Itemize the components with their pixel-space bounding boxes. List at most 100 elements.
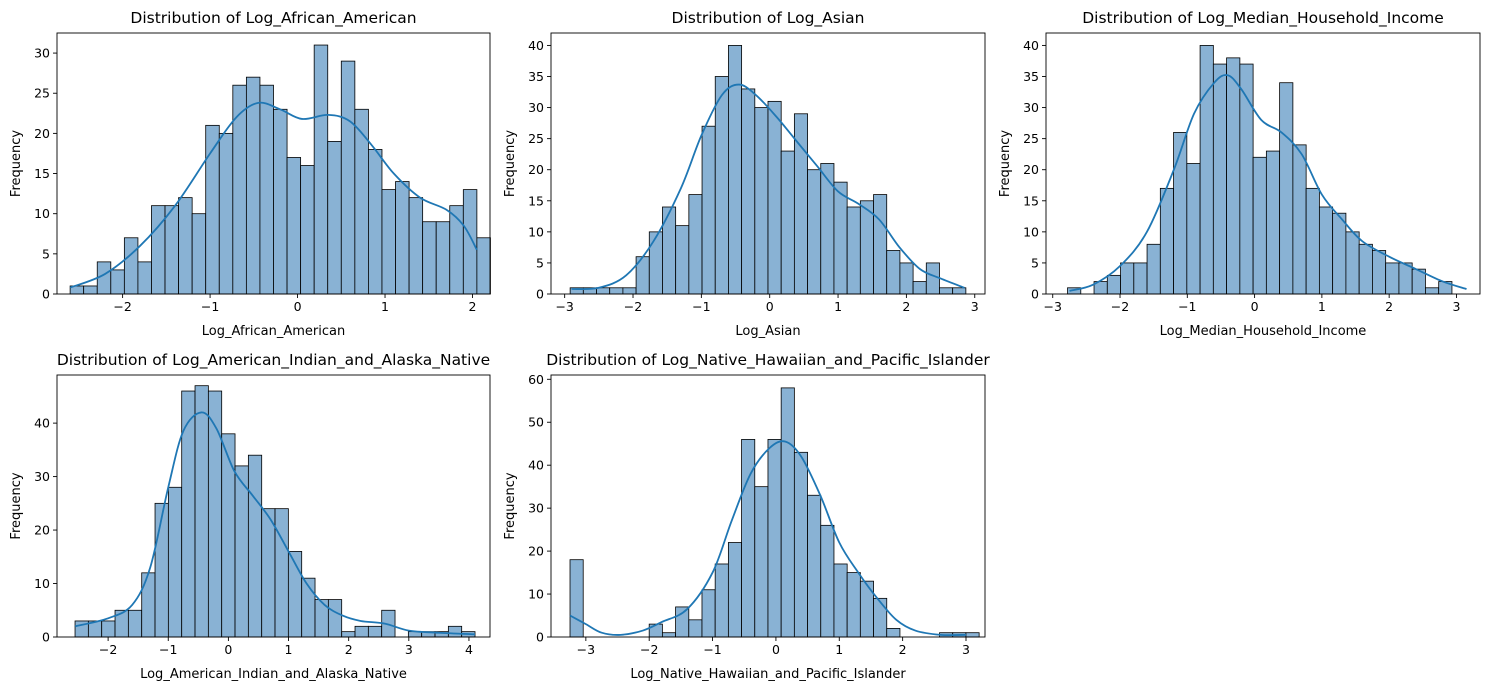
chart-title: Distribution of Log_American_Indian_and_… (57, 351, 490, 370)
histogram-bar (833, 181, 848, 295)
histogram-bar (688, 619, 703, 638)
histogram-bar (218, 132, 234, 295)
histogram-bar (688, 194, 703, 295)
histogram-bar (261, 508, 276, 638)
histogram-bar (123, 237, 139, 295)
histogram-bar (675, 225, 690, 295)
histogram-bar (807, 169, 822, 295)
x-tick-label: −1 (703, 642, 721, 657)
histogram-bar (820, 524, 835, 638)
y-tick-label: 25 (34, 86, 50, 101)
histogram-bar (286, 157, 302, 295)
histogram-bar (354, 625, 369, 638)
x-tick-label: −2 (624, 299, 642, 314)
histogram-bar (569, 559, 584, 638)
histogram-bar (181, 390, 196, 638)
kde-curve (69, 101, 478, 289)
y-tick-label: 30 (1023, 100, 1039, 115)
histogram-bar (622, 287, 637, 295)
histogram-bars (569, 387, 980, 638)
histogram-bar (1133, 262, 1148, 295)
histogram-bar (232, 84, 247, 295)
histogram-bar (846, 572, 861, 638)
chart-title: Distribution of Log_Asian (672, 9, 865, 28)
histogram-bar (820, 163, 835, 295)
kde-curve (569, 440, 966, 637)
axes-frame (1045, 32, 1481, 295)
y-tick-label: 10 (1023, 224, 1039, 239)
x-tick-label: −2 (113, 299, 131, 314)
histogram-bar (1173, 132, 1188, 295)
histogram-bar (83, 285, 98, 295)
histogram-bars (569, 45, 967, 295)
histogram-bar (381, 189, 396, 295)
x-tick-label: 1 (285, 642, 293, 657)
x-axis-label: Log_Median_Household_Income (1160, 324, 1367, 339)
histogram-bar (447, 625, 463, 638)
y-tick-label: 10 (34, 576, 50, 591)
histogram-bar (1358, 243, 1373, 295)
histogram-bar (314, 599, 329, 638)
x-tick-label: 1 (834, 299, 842, 314)
histogram-bar (273, 108, 288, 295)
y-axis-label: Frequency (503, 472, 518, 539)
histogram-bar (1106, 274, 1121, 295)
y-axis-label: Frequency (9, 472, 24, 539)
y-tick-label: 20 (34, 126, 50, 141)
histogram-bar (1425, 287, 1440, 295)
histogram-bar (754, 486, 769, 638)
histogram-bar (1252, 156, 1267, 295)
histogram-bar (1279, 82, 1294, 295)
y-tick-label: 40 (528, 458, 544, 473)
y-axis-label: Frequency (503, 130, 518, 197)
histogram-bar (727, 542, 742, 638)
histogram-bar (422, 221, 437, 295)
x-axis-label: Log_Native_Hawaiian_and_Pacific_Islander (630, 667, 906, 682)
histogram-bar (1159, 187, 1174, 295)
histogram-bar (741, 88, 756, 295)
histogram-bar (675, 606, 690, 638)
y-tick-label: 40 (528, 38, 544, 53)
histogram-bar (137, 261, 152, 295)
histogram-bar (648, 231, 663, 295)
y-tick-label: 0 (42, 630, 50, 645)
kde-curve (571, 83, 965, 291)
chart-title: Distribution of Log_African_American (130, 9, 416, 28)
x-tick-label: 1 (1318, 299, 1326, 314)
histogram-bar (154, 502, 169, 638)
histogram-bar (191, 213, 207, 295)
histogram-bars (74, 385, 476, 638)
histogram-bar (151, 205, 166, 295)
histogram-bar (1345, 231, 1360, 295)
histogram-bar (221, 433, 236, 638)
y-tick-label: 60 (528, 372, 544, 387)
x-tick-label: 0 (1251, 299, 1259, 314)
histogram-bar (714, 76, 729, 295)
histogram-bar (259, 84, 274, 295)
histogram-bar (247, 454, 263, 638)
histogram-bar (1120, 262, 1135, 295)
x-tick-label: 1 (835, 642, 843, 657)
histogram-bar (354, 108, 369, 295)
x-tick-label: 3 (405, 642, 413, 657)
axes-frame (550, 374, 986, 638)
x-tick-label: −3 (555, 299, 573, 314)
axes-frame (56, 32, 491, 295)
y-tick-label: 20 (528, 162, 544, 177)
histogram-bar (1146, 243, 1161, 295)
histogram-bar (701, 125, 716, 295)
x-tick-label: −2 (1111, 299, 1129, 314)
histogram-bar (1305, 187, 1320, 295)
y-tick-label: 0 (536, 630, 544, 645)
histogram-bar (965, 632, 980, 638)
histogram-bar (661, 632, 676, 638)
y-tick-label: 15 (1023, 193, 1039, 208)
histogram-bar (780, 150, 795, 295)
histogram-bar (1332, 212, 1347, 295)
histogram-bar (767, 100, 782, 295)
histogram-bar (873, 597, 888, 638)
histogram-bar (952, 287, 967, 295)
histogram-bar (886, 250, 901, 295)
